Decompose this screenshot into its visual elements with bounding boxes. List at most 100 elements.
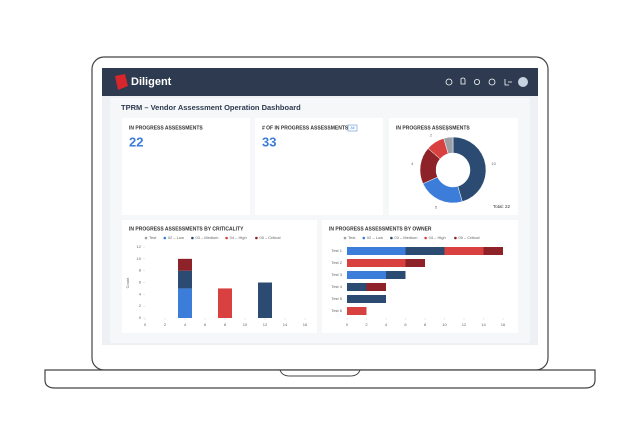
- x-tick-label: 8: [424, 322, 427, 327]
- bar-segment: [218, 288, 232, 318]
- legend-label: 04 – High: [230, 235, 247, 240]
- legend-swatch: [225, 236, 228, 240]
- chart-title: IN PROGRESS ASSESSMENTS: [396, 125, 470, 131]
- bar-segment: [483, 247, 503, 255]
- x-tick-label: 14: [283, 322, 288, 327]
- x-tick-label: 16: [501, 322, 506, 327]
- legend-label: 03 – Medium: [394, 235, 418, 240]
- bar-segment: [178, 270, 192, 289]
- x-tick-label: 6: [204, 322, 207, 327]
- chat-icon[interactable]: [445, 78, 453, 86]
- donut-value-label: 2: [430, 133, 433, 138]
- bar-segment: [405, 259, 425, 267]
- legend-swatch: [163, 236, 167, 240]
- bell-icon[interactable]: [460, 77, 466, 85]
- x-tick-label: 0: [346, 322, 349, 327]
- y-tick-label: 0: [139, 315, 142, 320]
- x-tick-label: 16: [303, 322, 308, 327]
- y-tick-label: 4: [139, 291, 142, 296]
- donut-value-label: 10: [491, 161, 496, 166]
- x-tick-label: 0: [144, 322, 147, 327]
- legend-swatch: [144, 236, 148, 240]
- y-tick-label: Test 3: [331, 272, 342, 277]
- bar-segment: [347, 283, 367, 291]
- badge: [347, 124, 358, 132]
- card-title: IN PROGRESS ASSESSMENTS: [129, 125, 203, 131]
- x-tick-label: 4: [184, 322, 187, 327]
- bar-segment: [347, 307, 367, 315]
- brand-name: Diligent: [131, 76, 172, 88]
- card: [122, 118, 250, 215]
- x-tick-label: 8: [224, 322, 227, 327]
- x-tick-label: 2: [365, 322, 368, 327]
- legend-swatch: [390, 236, 393, 240]
- legend-swatch: [424, 236, 427, 240]
- x-tick-label: 4: [385, 322, 388, 327]
- y-tick-label: Test 6: [331, 308, 342, 313]
- y-tick-label: 2: [139, 303, 142, 308]
- search-icon[interactable]: [473, 79, 480, 86]
- refresh-icon[interactable]: [488, 78, 496, 86]
- y-tick-label: Test 1: [331, 248, 342, 253]
- card-value: 22: [129, 134, 143, 149]
- chart-title: IN PROGRESS ASSESSMENTS BY CRITICALITY: [129, 226, 244, 232]
- y-tick-label: 10: [137, 256, 142, 261]
- x-tick-label: 12: [263, 322, 268, 327]
- donut-slice: [452, 136, 487, 202]
- y-tick-label: Test 2: [331, 260, 342, 265]
- legend-label: 03 – Medium: [195, 235, 219, 240]
- card-value: 33: [262, 134, 276, 149]
- legend-swatch: [362, 236, 366, 240]
- badge-text: All: [351, 126, 355, 130]
- bar-segment: [258, 282, 272, 318]
- x-tick-label: 10: [442, 322, 447, 327]
- legend-label: 04 – High: [429, 235, 446, 240]
- bar-segment: [386, 271, 406, 279]
- y-tick-label: 12: [137, 244, 142, 249]
- donut-value-label: 4: [411, 161, 414, 166]
- x-tick-label: 14: [481, 322, 486, 327]
- y-tick-label: 6: [139, 280, 142, 285]
- legend-label: 05 – Critical: [458, 235, 479, 240]
- bar-segment: [347, 271, 386, 279]
- x-tick-label: 10: [243, 322, 248, 327]
- bar-segment: [444, 247, 484, 255]
- dashboard-title: TPRM – Vendor Assessment Operation Dashb…: [121, 103, 301, 112]
- card: [255, 118, 383, 215]
- legend-swatch: [255, 236, 258, 240]
- x-tick-label: 12: [462, 322, 467, 327]
- laptop-notch: [279, 369, 361, 377]
- legend-swatch: [343, 236, 347, 240]
- donut-slice: [443, 136, 454, 154]
- x-tick-label: 6: [404, 322, 407, 327]
- legend-swatch: [191, 236, 194, 240]
- bar-segment: [347, 295, 386, 303]
- bar-segment: [347, 247, 406, 255]
- legend-label: 05 – Critical: [259, 235, 280, 240]
- legend-label: Test: [149, 235, 157, 240]
- card-title: # OF IN PROGRESS ASSESSMENTS: [262, 125, 349, 131]
- bar-segment: [178, 288, 192, 318]
- donut-total: Total: 22: [493, 204, 511, 209]
- chart-title: IN PROGRESS ASSESSMENTS BY OWNER: [329, 226, 432, 232]
- legend-label: Test: [348, 235, 356, 240]
- brand-logo: [115, 74, 128, 90]
- logout-icon[interactable]: [504, 79, 512, 86]
- y-tick-label: Test 5: [331, 296, 342, 301]
- donut-value-label: 1: [446, 126, 449, 131]
- bar-segment: [366, 283, 386, 291]
- legend-label: 02 – Low: [168, 235, 184, 240]
- legend-label: 02 – Low: [367, 235, 383, 240]
- y-tick-label: 8: [139, 268, 142, 273]
- legend-swatch: [454, 236, 457, 240]
- y-tick-label: Test 4: [331, 284, 342, 289]
- bar-segment: [178, 258, 192, 271]
- bar-segment: [347, 259, 406, 267]
- y-axis-label: Count: [125, 277, 130, 289]
- x-tick-label: 2: [164, 322, 167, 327]
- donut-value-label: 5: [435, 204, 438, 209]
- avatar[interactable]: [518, 77, 528, 87]
- laptop-base: [44, 369, 596, 389]
- bar-segment: [405, 247, 445, 255]
